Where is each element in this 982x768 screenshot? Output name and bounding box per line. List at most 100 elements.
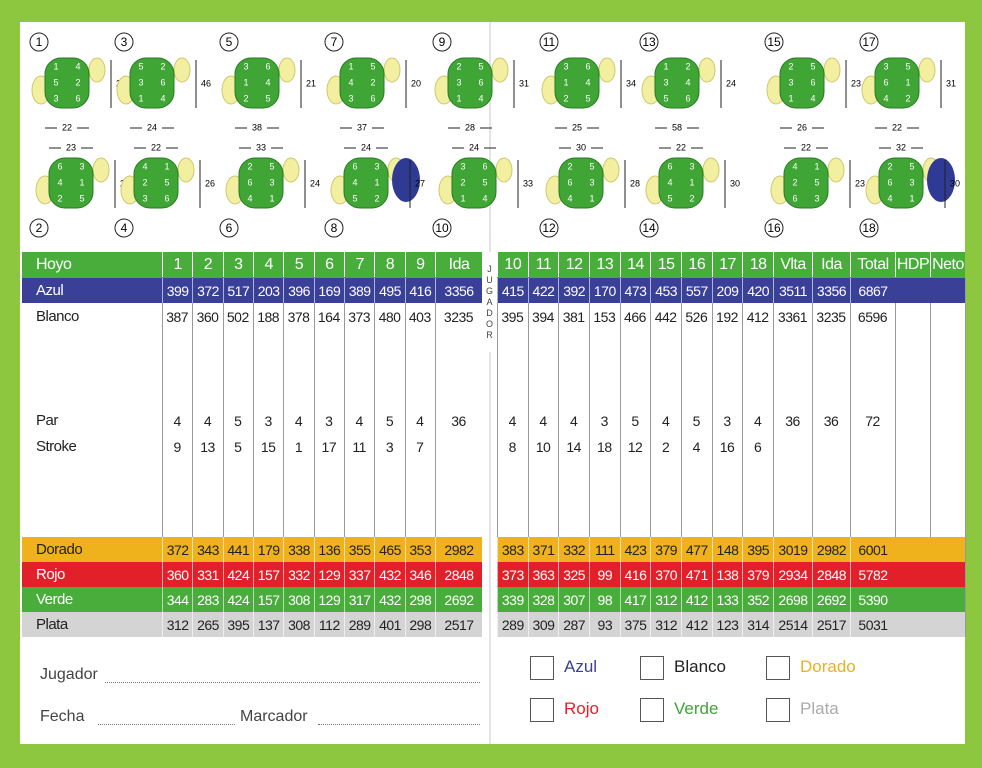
green-section: 5 [663,93,668,103]
hole-number-circle [764,218,784,238]
green-section: 1 [460,193,465,203]
score-cell: 370 [650,562,681,587]
green-section: 1 [348,61,353,71]
header-cell: Ida [812,252,850,277]
score-cell: 3 [264,412,273,429]
green-section: 2 [57,193,62,203]
column-line [527,278,529,637]
hole-number-circle [539,32,559,52]
green-section: 4 [142,161,147,171]
green-section: 2 [160,61,165,71]
score-cell: 415 [497,278,528,303]
green-section: 3 [883,61,888,71]
green-section: 2 [905,93,910,103]
score-cell: 423 [619,537,651,562]
score-cell: 3 [385,438,394,455]
score-cell: 331 [192,562,222,587]
green-section: 3 [663,77,668,87]
checkbox [530,698,554,722]
score-cell: 192 [716,308,738,325]
green-section: 3 [788,77,793,87]
score-cell: 4 [754,412,762,429]
score-cell: 338 [283,537,313,562]
hole-number-circle [114,32,134,52]
header-cell: 14 [619,252,651,277]
score-cell: 4 [662,412,670,429]
green-section: 2 [567,161,572,171]
score-cell: 3 [723,412,731,429]
green-section: 5 [370,61,375,71]
score-cell: 12 [627,438,643,455]
header-cell: 7 [344,252,374,277]
score-cell: 307 [558,587,589,612]
score-cell: 3 [600,412,609,429]
score-cell: 379 [650,537,681,562]
green-width: 24 [147,122,157,132]
score-cell: 136 [313,537,344,562]
hole-number-circle [219,218,239,238]
green [874,57,920,109]
row-label: Stroke [36,438,77,455]
bunker [92,157,110,183]
green-depth: 23 [851,78,861,88]
score-cell: 360 [162,562,192,587]
score-cell: 7 [416,438,424,455]
score-cell: 2848 [812,562,850,587]
tee-label: Azul [564,657,598,676]
width-bg [792,122,812,134]
score-cell: 355 [344,537,374,562]
score-cell: 360 [196,308,219,325]
bunker [495,157,513,183]
score-cell: 557 [681,278,712,303]
green-section: 6 [160,77,165,87]
green-section: 1 [53,61,58,71]
green-section: 3 [142,193,147,203]
green-width: 22 [892,122,902,132]
score-cell: 99 [589,562,620,587]
row-label: Plata [36,616,68,633]
score-cell: 343 [192,537,222,562]
score-cell: 5 [692,412,701,429]
green [234,57,280,109]
score-cell: 2 [662,438,670,455]
score-cell: 312 [650,612,681,637]
green-section: 6 [352,161,357,171]
column-line [222,278,224,637]
row-label: Dorado [36,541,83,558]
divider-label: JUGADOR [482,252,497,352]
score-cell: 453 [650,278,681,303]
score-cell: 15 [260,438,276,455]
width-bg [671,142,691,154]
column-line [965,278,966,637]
score-cell: 9 [173,438,182,455]
score-cell: 6 [754,438,762,455]
dotted-line [105,682,480,683]
green-section: 4 [887,193,892,203]
hole-number-circle [324,32,344,52]
green-section: 4 [567,193,572,203]
green-section: 6 [887,177,892,187]
green-depth: 34 [626,78,636,88]
score-cell: 3361 [777,308,808,325]
score-cell: 317 [344,587,374,612]
checkbox [766,698,790,722]
score-cell: 153 [593,308,616,325]
score-cell: 123 [711,612,743,637]
header-bar [497,252,965,278]
green-section: 1 [456,93,461,103]
score-cell: 3 [325,412,333,429]
header-cell: 15 [650,252,681,277]
hole-number-circle [639,32,659,52]
score-cell: 466 [624,308,646,325]
green-section: 4 [160,93,165,103]
score-cell: 3356 [435,278,482,303]
hole-number-circle [639,218,659,238]
green-section: 2 [456,61,461,71]
score-cell: 1 [294,438,303,455]
score-cell: 17 [321,438,337,455]
score-cell: 396 [283,278,313,303]
green-section: 3 [689,161,694,171]
hole-number-circle [219,32,239,52]
green-section: 6 [667,161,672,171]
